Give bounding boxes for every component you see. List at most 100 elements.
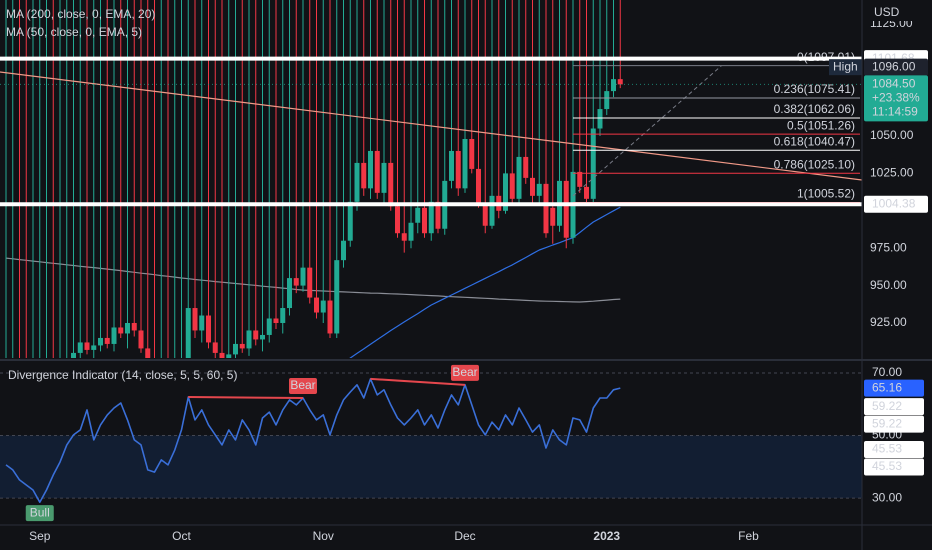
candle-body (77, 342, 83, 353)
candle-body (503, 173, 508, 211)
last-change: +23.38% (872, 91, 920, 105)
indicator-line (5, 378, 621, 503)
candle-body (334, 260, 340, 334)
candle-body (374, 150, 380, 193)
divergence-line (370, 377, 466, 386)
candle-body (415, 207, 421, 223)
candle-body (98, 337, 103, 346)
candle-body (320, 300, 326, 313)
candle-body (341, 240, 346, 261)
high-badge: High (833, 59, 858, 73)
candle-body (233, 343, 238, 355)
candle-body (260, 334, 265, 340)
divergence-line (188, 396, 304, 399)
candle-body (300, 267, 306, 286)
candle-body (246, 330, 252, 349)
fib-label: 1(1005.52) (797, 187, 855, 201)
candle-body (449, 150, 454, 181)
marker-bg (864, 379, 924, 397)
candle-body (435, 201, 441, 229)
y-tick-label: 70.00 (872, 365, 902, 379)
fib-label: 0.5(1051.26) (787, 118, 855, 132)
candle-body (469, 138, 475, 169)
candle-body (185, 308, 191, 358)
candle-body (395, 206, 400, 234)
x-tick-label: Feb (738, 529, 759, 543)
legend-entry: MA (200, close, 0, EMA, 20) (6, 7, 155, 21)
candle-body (266, 318, 272, 335)
candle-body (212, 342, 218, 353)
candle-body (287, 278, 292, 309)
price-line-label: 1004.38 (872, 196, 916, 210)
candle-body (543, 183, 549, 234)
candle-body (192, 308, 198, 331)
candle-body (476, 168, 481, 204)
x-tick-label: Dec (454, 529, 475, 543)
marker-label: 45.53 (872, 442, 902, 456)
candle-body (577, 171, 583, 187)
candle-body (361, 162, 367, 189)
y-tick-label: 950.00 (870, 278, 907, 292)
marker-bg (864, 398, 924, 416)
high-label-bg (864, 58, 928, 76)
indicator-pane: Divergence Indicator (14, close, 5, 5, 6… (0, 364, 862, 522)
last-price: 1084.50 (872, 77, 916, 91)
candle-body (428, 201, 434, 234)
projection-line (572, 65, 722, 197)
y-tick-label: 30.00 (872, 490, 902, 504)
candle-body (253, 330, 259, 340)
candle-body (199, 315, 205, 331)
candle-body (408, 222, 414, 241)
candle-body (273, 318, 279, 323)
candle-body (590, 128, 596, 199)
candle-body (597, 109, 603, 129)
candle-body (462, 138, 468, 189)
x-tick-label: Sep (29, 529, 51, 543)
candle-body (280, 308, 286, 323)
candle-body (611, 79, 616, 92)
x-tick-label: 2023 (593, 529, 620, 543)
indicator-band (0, 435, 862, 499)
signal-badge: Bear (290, 378, 315, 392)
signal-badge: Bear (452, 365, 477, 379)
high-label: 1096.00 (872, 59, 916, 73)
fib-label: 0.786(1025.10) (774, 157, 855, 171)
candle-body (125, 322, 130, 334)
candle-body (563, 180, 569, 238)
currency: USD (874, 5, 900, 19)
candle-body (327, 300, 333, 334)
candle-body (111, 327, 117, 344)
moving-average (5, 257, 621, 303)
y-tick-label: 1050.00 (870, 128, 914, 142)
candle-body (455, 150, 461, 189)
signal-badge: Bull (30, 505, 50, 519)
candle-body (523, 156, 529, 178)
candle-body (381, 162, 387, 193)
candle-body (226, 354, 232, 358)
candle-body (401, 233, 407, 241)
candle-body (509, 173, 515, 199)
candle-body (239, 343, 245, 349)
countdown: 11:14:59 (872, 105, 918, 119)
x-tick-label: Nov (313, 529, 334, 543)
candle-body (516, 156, 522, 199)
candle-body (91, 345, 97, 350)
candle-body (489, 195, 495, 226)
signal-badge-bg (451, 364, 479, 381)
currency-bg (866, 4, 926, 21)
trend-line (0, 71, 862, 181)
marker-label: 65.16 (872, 380, 902, 394)
fib-label: 0.236(1075.41) (774, 82, 855, 96)
candle-body (536, 183, 542, 196)
marker-label: 59.22 (872, 399, 902, 413)
candle-body (219, 352, 225, 358)
candle-body (104, 337, 110, 344)
candle-body (293, 278, 299, 286)
indicator-title: Divergence Indicator (14, close, 5, 5, 6… (8, 368, 237, 382)
legend: MA (200, close, 0, EMA, 20) MA (50, close… (6, 7, 155, 39)
candle-body (584, 186, 589, 199)
signal-badge-bg (289, 377, 317, 394)
fib-label: 0.382(1062.06) (774, 102, 855, 116)
candle-body (482, 203, 488, 226)
